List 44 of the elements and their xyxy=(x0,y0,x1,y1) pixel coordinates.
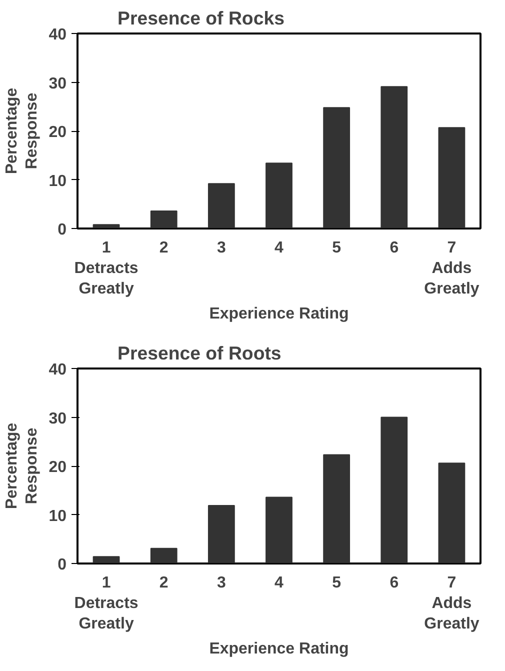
bar xyxy=(438,127,466,228)
bar xyxy=(208,504,235,564)
bar xyxy=(438,462,466,564)
x-tick-label: 5 xyxy=(332,574,342,592)
y-axis-title: Percentage Response xyxy=(3,422,41,510)
bar xyxy=(266,496,292,564)
y-tick-label: 0 xyxy=(58,556,67,574)
x-tick-label: 6 xyxy=(390,240,399,256)
x-axis-title: Experience Rating xyxy=(209,305,349,322)
bar xyxy=(92,556,120,564)
y-tick-label: 40 xyxy=(48,26,67,44)
x-tick-label: 7 Adds Greatly xyxy=(424,574,480,632)
bar xyxy=(92,224,120,228)
x-tick-label: 2 xyxy=(159,574,168,592)
x-tick-label: 2 xyxy=(159,240,168,256)
y-tick-label: 30 xyxy=(48,410,67,428)
bar xyxy=(150,210,178,228)
x-tick-label: 3 xyxy=(216,240,226,256)
bar xyxy=(380,416,408,564)
bar xyxy=(380,86,408,228)
bar xyxy=(323,454,350,564)
y-tick-label: 20 xyxy=(48,124,67,141)
y-axis-title: Percentage Response xyxy=(3,88,41,174)
chart-title: Presence of Rocks xyxy=(118,8,284,28)
x-tick-label: 5 xyxy=(332,240,342,256)
y-tick-label: 10 xyxy=(48,172,67,190)
x-tick-label: 6 xyxy=(390,574,399,592)
bar xyxy=(323,107,350,228)
x-axis-title: Experience Rating xyxy=(209,640,349,658)
x-tick-label: 4 xyxy=(274,240,284,256)
x-tick-label: 1 Detracts Greatly xyxy=(74,240,138,298)
y-tick-label: 10 xyxy=(48,508,67,525)
x-tick-label: 7 Adds Greatly xyxy=(424,240,480,298)
bar xyxy=(208,183,235,228)
bar xyxy=(150,548,178,564)
y-tick-label: 30 xyxy=(48,75,67,92)
x-tick-label: 3 xyxy=(216,574,226,592)
bar xyxy=(266,162,292,228)
x-tick-label: 4 xyxy=(274,574,284,592)
y-tick-label: 40 xyxy=(48,362,67,378)
x-tick-label: 1 Detracts Greatly xyxy=(74,574,138,632)
y-tick-label: 0 xyxy=(58,222,67,238)
y-tick-label: 20 xyxy=(48,459,67,476)
chart-title: Presence of Roots xyxy=(118,342,282,364)
